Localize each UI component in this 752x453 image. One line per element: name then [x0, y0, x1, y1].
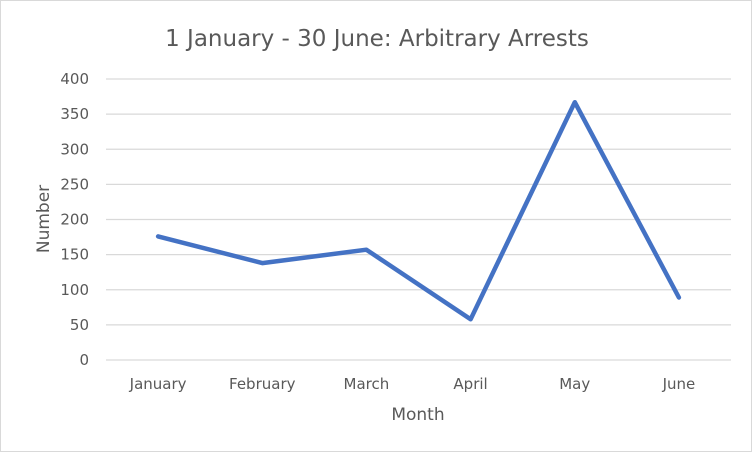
y-tick-label: 400 [60, 70, 89, 88]
series-layer [158, 102, 679, 319]
x-tick-label: February [229, 375, 296, 393]
x-tick-label: June [662, 375, 696, 393]
y-tick-label: 350 [60, 105, 89, 123]
x-tick-label: April [453, 375, 487, 393]
x-tick-label: March [344, 375, 390, 393]
x-tick-label: January [129, 375, 187, 393]
y-tick-label: 150 [60, 246, 89, 264]
x-tick-labels: January February March April May June [129, 375, 696, 393]
x-tick-label: May [559, 375, 590, 393]
y-axis-label: Number [34, 185, 54, 253]
x-axis-label: Month [391, 405, 444, 425]
y-tick-label: 200 [60, 211, 89, 229]
y-tick-label: 300 [60, 140, 89, 158]
series-line [158, 102, 679, 319]
y-tick-label: 0 [79, 351, 89, 369]
y-tick-label: 50 [70, 316, 89, 334]
y-tick-label: 250 [60, 175, 89, 193]
y-tick-labels: 0 50 100 150 200 250 300 350 400 [60, 70, 89, 369]
y-tick-label: 100 [60, 281, 89, 299]
chart-title: 1 January - 30 June: Arbitrary Arrests [165, 26, 589, 52]
